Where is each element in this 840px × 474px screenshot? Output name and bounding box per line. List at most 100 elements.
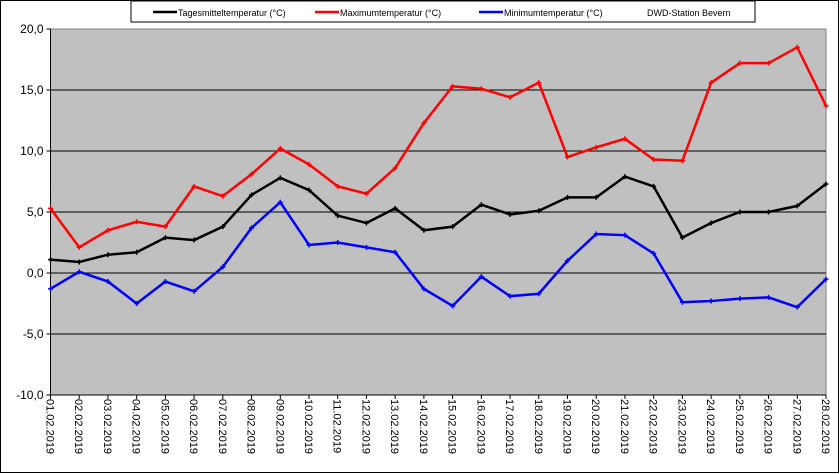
data-point xyxy=(134,301,140,306)
data-point xyxy=(766,60,772,66)
data-point xyxy=(794,44,800,50)
data-point xyxy=(220,264,226,270)
data-point xyxy=(105,279,111,285)
data-point xyxy=(249,171,255,177)
series-0 xyxy=(48,174,829,265)
data-point xyxy=(105,252,111,258)
data-point xyxy=(421,227,427,233)
data-point xyxy=(651,157,657,163)
data-point xyxy=(392,249,398,255)
x-tick-label: 16.02.2019 xyxy=(474,399,486,454)
x-tick-label: 17.02.2019 xyxy=(503,399,515,454)
data-point xyxy=(536,80,542,86)
data-point xyxy=(220,193,226,199)
data-point xyxy=(622,136,628,142)
x-tick-label: 20.02.2019 xyxy=(589,399,601,454)
y-tick-label: 5,0 xyxy=(27,205,44,219)
data-point xyxy=(76,259,82,265)
data-point xyxy=(162,279,168,285)
x-tick-label: 27.02.2019 xyxy=(790,399,802,454)
data-point xyxy=(766,294,772,300)
y-tick-label: 0,0 xyxy=(27,266,44,280)
data-point xyxy=(277,146,283,152)
data-point xyxy=(679,158,685,164)
data-point xyxy=(823,103,829,109)
x-tick-label: 07.02.2019 xyxy=(216,399,228,454)
data-point xyxy=(478,274,484,280)
data-point xyxy=(277,175,283,181)
series-line xyxy=(50,175,827,264)
y-tick-label: -10,0 xyxy=(16,388,44,402)
y-tick-label: -5,0 xyxy=(23,327,44,341)
x-tick-label: 19.02.2019 xyxy=(561,399,573,454)
data-point xyxy=(593,194,599,200)
data-point xyxy=(737,209,743,215)
data-point xyxy=(162,235,168,241)
x-tick-label: 12.02.2019 xyxy=(359,399,371,454)
y-tick-label: 10,0 xyxy=(20,144,44,158)
data-point xyxy=(134,249,140,255)
data-point xyxy=(679,235,685,241)
y-tick-label: 15,0 xyxy=(20,83,44,97)
data-point xyxy=(363,191,369,197)
data-point xyxy=(450,83,456,89)
data-point xyxy=(48,286,53,292)
legend-station-note: DWD-Station Bevern xyxy=(647,8,731,18)
data-point xyxy=(679,299,685,305)
x-tick-label: 23.02.2019 xyxy=(675,399,687,454)
data-point xyxy=(478,202,484,208)
data-point xyxy=(48,205,53,211)
legend-box xyxy=(130,0,756,23)
data-point xyxy=(507,293,513,299)
x-tick-label: 13.02.2019 xyxy=(388,399,400,454)
x-tick-label: 25.02.2019 xyxy=(733,399,745,454)
x-tick-label: 21.02.2019 xyxy=(618,399,630,454)
data-point xyxy=(421,120,427,126)
data-point xyxy=(249,192,255,198)
data-point xyxy=(48,257,53,263)
data-point xyxy=(249,225,255,231)
x-tick-label: 28.02.2019 xyxy=(819,399,831,454)
data-point xyxy=(76,244,82,250)
data-point xyxy=(335,213,341,219)
data-point xyxy=(76,269,82,275)
x-tick-label: 14.02.2019 xyxy=(417,399,429,454)
data-point xyxy=(191,237,197,243)
data-point xyxy=(622,174,628,180)
series-1 xyxy=(48,44,829,250)
data-point xyxy=(306,242,312,248)
x-tick-label: 03.02.2019 xyxy=(101,399,113,454)
x-tick-label: 11.02.2019 xyxy=(331,399,343,453)
data-point xyxy=(335,183,341,189)
data-point xyxy=(363,244,369,250)
data-point xyxy=(622,232,628,238)
x-tick-label: 04.02.2019 xyxy=(130,399,142,454)
data-point xyxy=(191,288,197,294)
data-point xyxy=(794,203,800,209)
data-point xyxy=(823,181,829,187)
x-tick-label: 06.02.2019 xyxy=(187,399,199,454)
x-tick-label: 05.02.2019 xyxy=(158,399,170,454)
x-tick-label: 10.02.2019 xyxy=(302,399,314,454)
data-point xyxy=(421,286,427,292)
data-point xyxy=(392,205,398,211)
data-point xyxy=(708,298,714,304)
series-2 xyxy=(48,199,829,310)
data-point xyxy=(392,165,398,171)
data-point xyxy=(766,209,772,215)
data-point xyxy=(708,80,714,86)
data-point xyxy=(737,60,743,66)
data-point xyxy=(565,154,570,160)
data-point xyxy=(507,94,513,100)
data-point xyxy=(536,208,542,214)
data-point xyxy=(593,231,599,237)
x-tick-label: 08.02.2019 xyxy=(245,399,257,454)
legend-label: Maximumtemperatur (°C) xyxy=(340,8,441,18)
data-point xyxy=(306,187,312,193)
data-point xyxy=(191,183,197,189)
x-tick-label: 01.02.2019 xyxy=(44,399,56,454)
legend-label: Tagesmitteltemperatur (°C) xyxy=(178,8,286,18)
x-tick-label: 22.02.2019 xyxy=(647,399,659,454)
data-point xyxy=(450,224,456,230)
